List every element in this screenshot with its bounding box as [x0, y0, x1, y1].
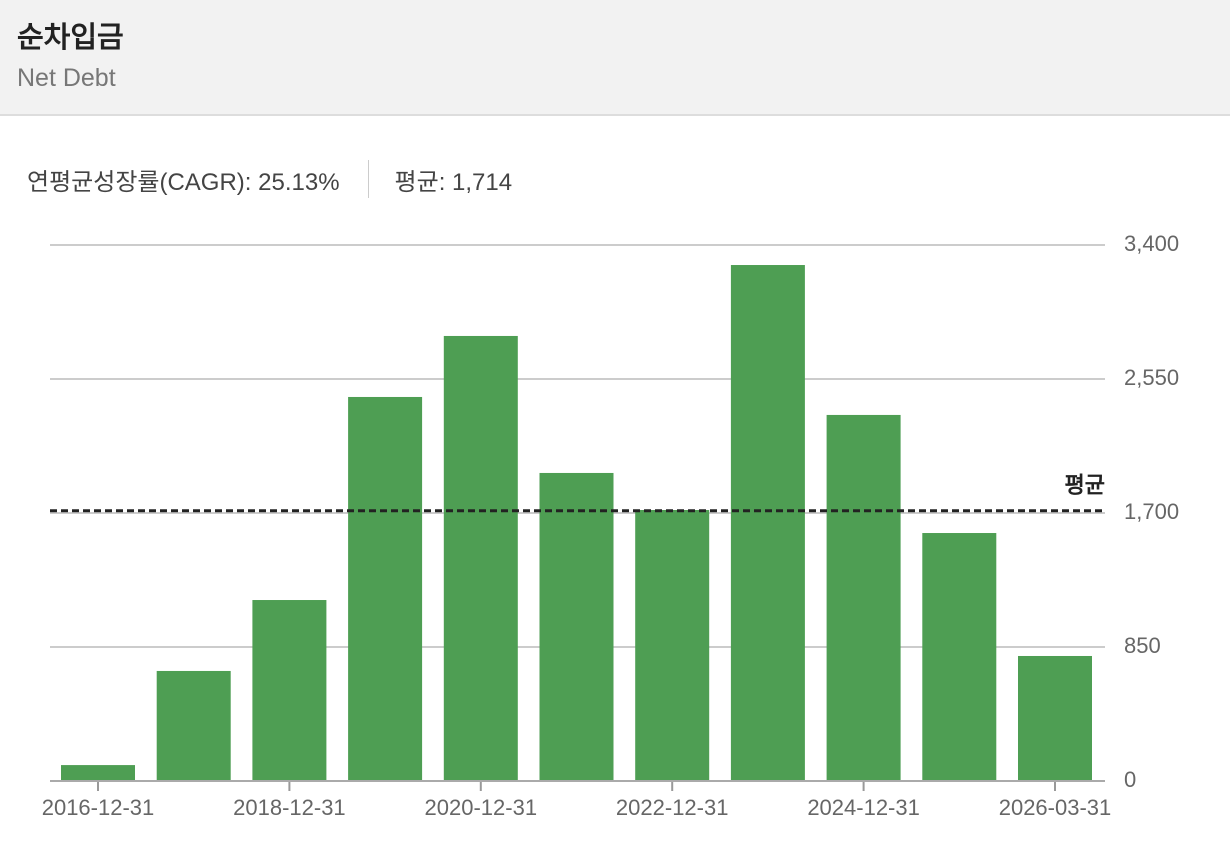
x-tick-label: 2016-12-31 — [42, 795, 155, 820]
bar — [156, 670, 231, 781]
y-tick-label: 0 — [1124, 767, 1136, 792]
y-tick-label: 3,400 — [1124, 231, 1179, 256]
x-tick-label: 2024-12-31 — [807, 795, 920, 820]
x-tick-label: 2020-12-31 — [425, 795, 538, 820]
title: 순차입금 — [17, 22, 124, 54]
header: 순차입금 Net Debt — [0, 0, 1230, 116]
x-tick-label: 2018-12-31 — [233, 795, 346, 820]
average-label: 평균 — [1065, 473, 1105, 498]
bar — [252, 600, 327, 781]
stat: 평균: 1,714 — [394, 168, 513, 196]
stat: 연평균성장률(CAGR): 25.13% — [27, 168, 340, 196]
stats: 연평균성장률(CAGR): 25.13% 평균: 1,714 — [27, 160, 512, 198]
bar — [826, 414, 901, 781]
bar — [635, 510, 710, 781]
bar — [539, 472, 614, 781]
y-tick-label: 1,700 — [1124, 499, 1179, 524]
x-tick-label: 2022-12-31 — [616, 795, 729, 820]
bar — [348, 396, 423, 781]
bar — [443, 335, 518, 781]
separator — [367, 160, 369, 198]
bar — [1018, 655, 1092, 781]
subtitle: Net Debt — [17, 64, 116, 92]
bar — [730, 265, 805, 781]
y-tick-label: 850 — [1124, 633, 1161, 658]
x-tick-label: 2026-03-31 — [999, 795, 1112, 820]
bar — [61, 765, 135, 781]
bar — [922, 533, 997, 781]
y-tick-label: 2,550 — [1124, 365, 1179, 390]
